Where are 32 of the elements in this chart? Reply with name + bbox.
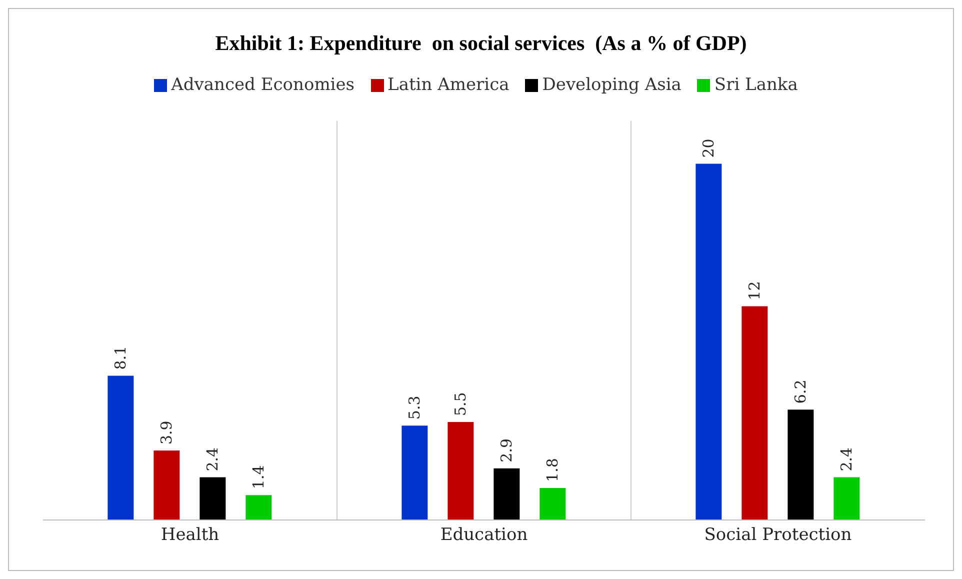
x-tick-label: Social Protection <box>704 525 852 546</box>
legend-label: Advanced Economies <box>171 75 355 95</box>
data-label: 1.4 <box>250 465 268 490</box>
data-label: 5.5 <box>452 392 470 416</box>
bar <box>200 477 226 520</box>
data-label: 1.8 <box>544 458 562 482</box>
x-tick-label: Health <box>160 525 220 546</box>
legend-label: Developing Asia <box>542 75 682 95</box>
bar <box>742 306 768 520</box>
data-label: 2.4 <box>838 447 856 472</box>
data-label: 2.9 <box>498 438 516 462</box>
chart-title: Exhibit 1: Expenditure on social services (As a % of GDP) <box>214 30 748 57</box>
legend-label: Latin America <box>388 75 510 95</box>
data-label: 2.4 <box>204 447 222 472</box>
bar <box>788 410 814 520</box>
data-label: 5.3 <box>406 396 424 420</box>
bar <box>540 488 566 520</box>
data-label: 3.9 <box>158 420 176 445</box>
data-label: 20 <box>700 138 718 158</box>
data-label: 12 <box>746 281 764 300</box>
bar <box>834 477 860 520</box>
bar <box>108 376 134 520</box>
x-tick-label: Education <box>440 525 528 546</box>
data-label: 8.1 <box>112 346 130 370</box>
legend-label: Sri Lanka <box>714 75 798 95</box>
data-label: 6.2 <box>792 380 810 404</box>
bar <box>402 426 428 520</box>
bar <box>494 468 520 520</box>
bar <box>246 495 272 520</box>
bar <box>154 450 180 520</box>
bar <box>448 422 474 520</box>
bar <box>696 164 722 520</box>
